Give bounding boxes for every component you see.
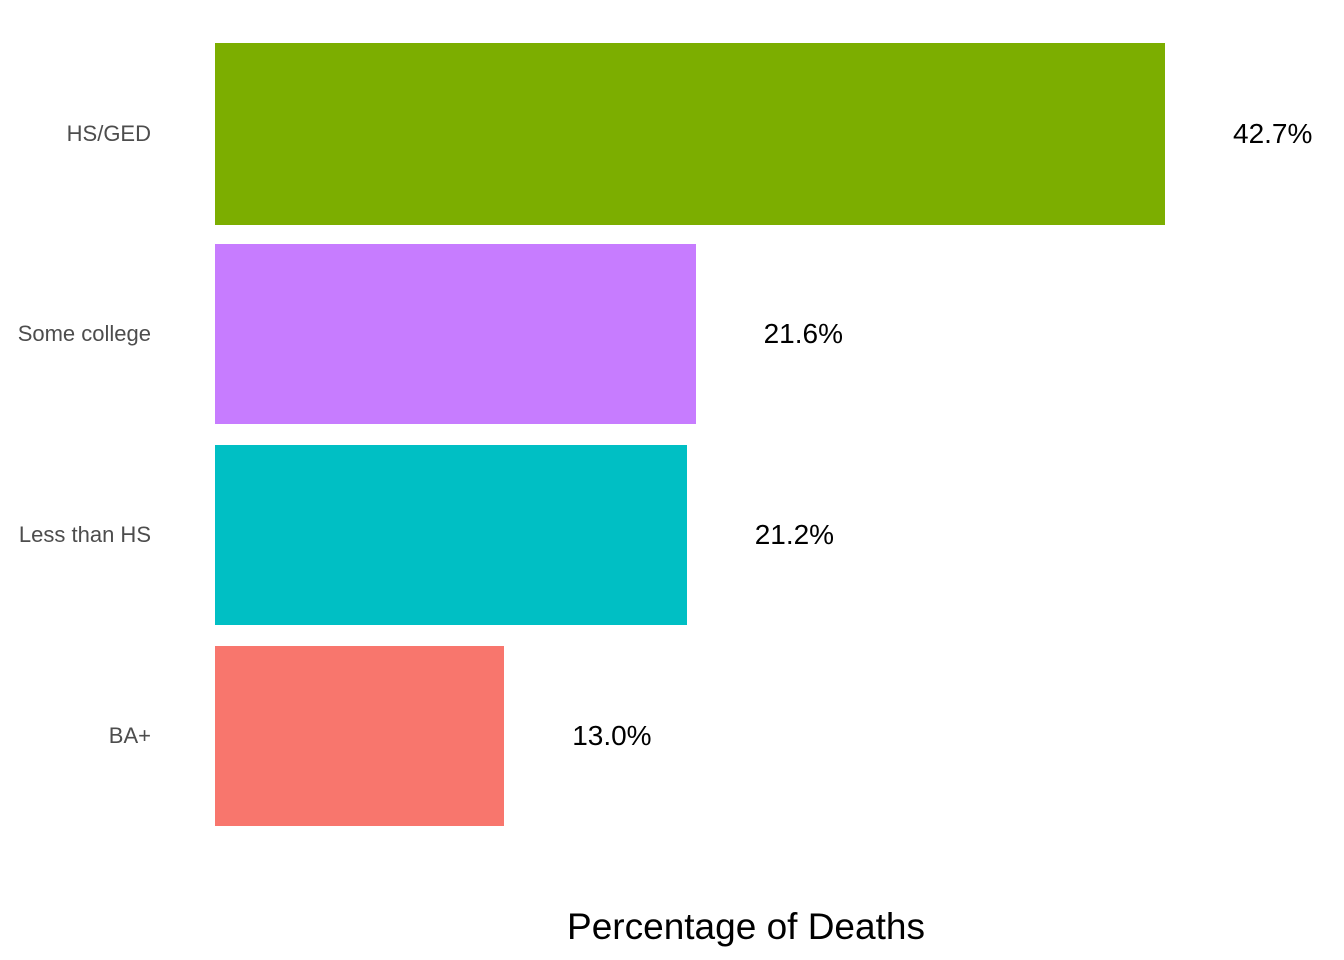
category-label-ba-plus: BA+ [108, 722, 151, 748]
value-label-less-than-hs: 21.2% [754, 519, 835, 550]
bar-row: Less than HS 21.2% [0, 445, 1344, 625]
bar-some-college [215, 244, 696, 424]
value-label-hs-ged: 42.7% [1233, 118, 1313, 149]
value-label-some-college: 21.6% [763, 318, 843, 349]
category-label-some-college: Some college [17, 320, 151, 346]
bar-ba-plus [215, 646, 505, 826]
bar-row: Some college 21.6% [0, 244, 1344, 424]
x-axis-title: Percentage of Deaths [567, 906, 925, 947]
category-label-hs-ged: HS/GED [66, 120, 151, 146]
bar-less-than-hs [215, 445, 687, 625]
bar-row: BA+ 13.0% [0, 646, 1344, 826]
category-label-less-than-hs: Less than HS [18, 521, 151, 547]
bar-hs-ged [215, 43, 1165, 225]
value-label-ba-plus: 13.0% [572, 720, 652, 751]
bar-row: HS/GED 42.7% [0, 43, 1344, 225]
